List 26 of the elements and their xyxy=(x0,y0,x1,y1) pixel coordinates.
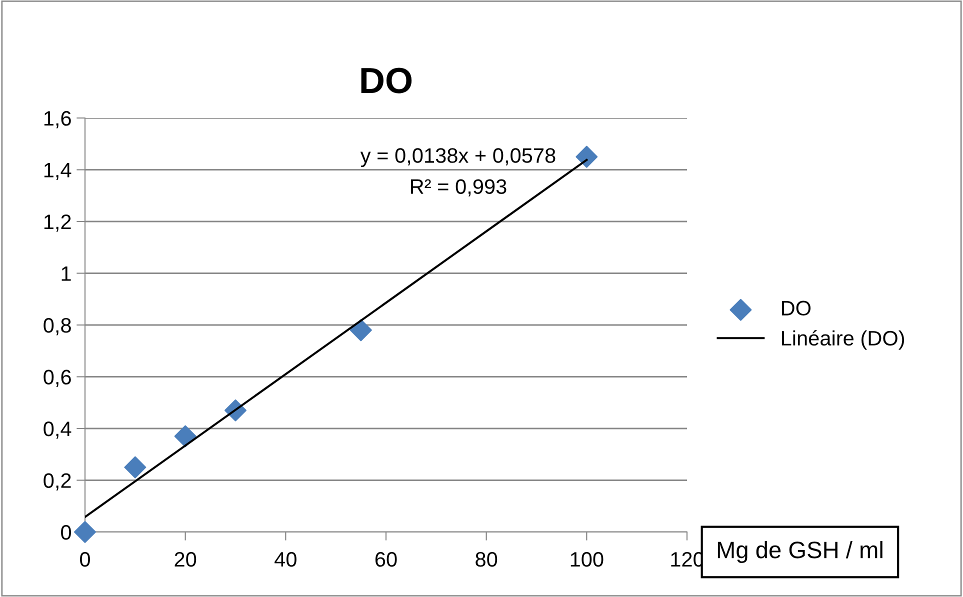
point xyxy=(74,521,96,543)
y-tick-label: 0,6 xyxy=(44,370,71,387)
annotation: R² = 0,993 xyxy=(411,179,506,196)
x-tick-label: 60 xyxy=(375,552,397,567)
y-tick-label: 0,2 xyxy=(44,473,71,490)
point xyxy=(576,146,598,168)
y-tick-label: 1 xyxy=(62,266,71,281)
x-tick-label: 40 xyxy=(274,552,296,567)
point xyxy=(174,425,196,448)
annotation: y = 0,0138x + 0,0578 xyxy=(360,148,556,168)
x-tick-label: 20 xyxy=(174,552,196,567)
y-tick-label: 1,2 xyxy=(44,214,71,232)
point xyxy=(350,319,372,342)
x-tick-label: 100 xyxy=(570,552,604,567)
y-tick-label: 0,4 xyxy=(44,422,72,439)
point xyxy=(124,456,146,478)
legend-label: DO xyxy=(782,300,811,316)
x-tick-label: 0 xyxy=(80,552,90,567)
legend-label: Linéaire (DO) xyxy=(782,330,904,350)
x-axis-title: Mg de GSH / ml xyxy=(718,540,882,564)
y-tick-label: 1,4 xyxy=(44,162,72,180)
y-tick-label: 0 xyxy=(61,525,71,540)
y-tick-label: 0,8 xyxy=(44,318,71,336)
y-tick-label: 1,6 xyxy=(44,111,71,128)
x-tick-label: 80 xyxy=(476,552,498,567)
chart-title: DO xyxy=(361,68,412,94)
